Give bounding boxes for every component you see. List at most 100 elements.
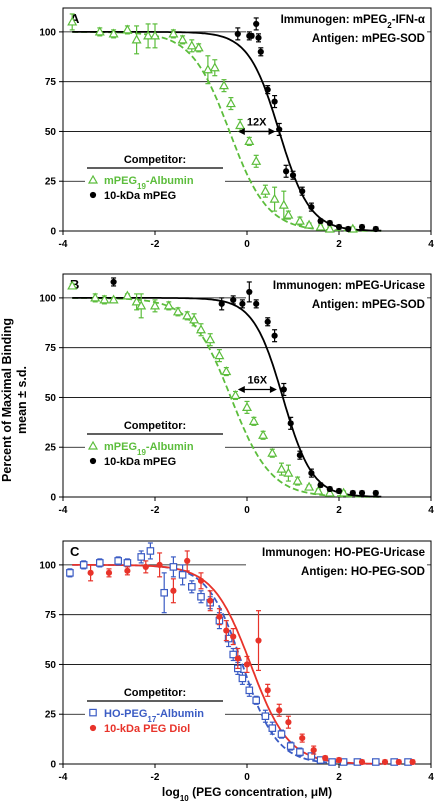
- data-point: [299, 735, 306, 742]
- data-point: [163, 300, 174, 310]
- data-point: [123, 559, 132, 567]
- data-point: [292, 475, 303, 485]
- data-point: [223, 627, 230, 634]
- data-point: [87, 569, 94, 576]
- info-background: [246, 278, 427, 293]
- legend-title: Competitor:: [124, 420, 186, 432]
- legend-label: mPEG19-Albumin: [104, 175, 194, 191]
- data-point: [381, 758, 389, 766]
- data-point: [255, 637, 262, 644]
- y-tick-label: 0: [50, 760, 56, 771]
- x-tick-label: -2: [151, 505, 160, 516]
- data-point: [276, 126, 283, 133]
- info-line: Antigen: mPEG-SOD: [312, 33, 425, 45]
- data-point: [322, 754, 329, 762]
- x-tick-label: -2: [151, 772, 160, 783]
- data-point: [299, 188, 306, 195]
- data-point: [178, 571, 187, 579]
- data-point: [264, 687, 271, 694]
- fold-arrow-head: [237, 385, 245, 393]
- data-point: [108, 28, 119, 38]
- data-point: [235, 120, 246, 130]
- data-point: [193, 42, 204, 52]
- y-tick-label: 100: [39, 293, 56, 304]
- legend-marker: [89, 457, 97, 465]
- panel-a: 0 25 50 75 100 -4 -2 0 2 4 A Immunogen: mPEG2-IFN-α…: [39, 7, 434, 250]
- data-point: [276, 707, 283, 714]
- data-point: [395, 758, 402, 766]
- info-line: Antigen: HO-PEG-SOD: [301, 566, 425, 578]
- data-point: [278, 199, 289, 209]
- data-point: [286, 742, 295, 750]
- y-tick-label: 0: [50, 493, 56, 504]
- data-point: [326, 219, 333, 227]
- data-point: [149, 30, 161, 40]
- legend-background: [85, 153, 225, 207]
- data-point: [324, 223, 335, 233]
- data-point: [177, 34, 188, 44]
- data-point: [131, 34, 142, 44]
- y-axis-label-line1: Percent of Maximal Binding: [0, 318, 14, 482]
- data-point: [326, 485, 333, 493]
- data-point: [137, 553, 146, 561]
- data-point: [230, 390, 241, 400]
- info-background: [246, 564, 427, 579]
- data-point: [245, 686, 254, 695]
- legend-background: [85, 686, 225, 740]
- data-point: [122, 24, 133, 34]
- y-tick-label: 75: [45, 77, 57, 88]
- data-point: [170, 587, 177, 594]
- data-point: [160, 588, 169, 597]
- data-point: [143, 30, 154, 40]
- data-point: [283, 168, 290, 175]
- info-background: [246, 12, 427, 27]
- data-point: [268, 724, 277, 732]
- y-tick-label: 50: [45, 393, 57, 404]
- data-point: [146, 547, 155, 555]
- data-point: [264, 318, 271, 325]
- legend-label: 10-kDa mPEG: [104, 190, 176, 202]
- data-point: [283, 209, 294, 219]
- data-point: [218, 80, 230, 90]
- fold-arrow-head: [237, 127, 245, 135]
- y-tick-label: 25: [45, 177, 57, 188]
- x-tick-label: 4: [428, 772, 434, 783]
- y-tick-label: 100: [39, 27, 56, 38]
- data-point: [253, 20, 260, 28]
- x-tick-label: -4: [59, 772, 68, 783]
- data-point: [358, 758, 366, 766]
- data-point: [169, 563, 178, 571]
- x-tick-label: 0: [244, 239, 250, 250]
- y-tick-label: 100: [39, 560, 56, 571]
- data-point: [271, 98, 278, 105]
- data-point: [261, 712, 270, 721]
- data-point: [349, 489, 356, 497]
- info-line: Immunogen: mPEG2-IFN-α: [281, 14, 425, 30]
- data-point: [317, 481, 324, 489]
- data-point: [313, 485, 324, 495]
- data-point: [345, 225, 352, 233]
- data-point: [241, 401, 253, 412]
- data-point: [95, 559, 104, 567]
- data-point: [142, 563, 149, 570]
- data-point: [280, 386, 287, 393]
- legend-marker: [87, 440, 99, 450]
- data-point: [114, 557, 123, 565]
- fold-arrow-head: [269, 385, 277, 393]
- data-point: [310, 746, 317, 754]
- info-background: [246, 297, 427, 312]
- data-point: [195, 324, 207, 334]
- x-axis-label: log10 (PEG concentration, μM): [162, 785, 332, 803]
- data-point: [244, 135, 255, 146]
- y-tick-label: 0: [50, 227, 56, 238]
- data-point: [317, 217, 324, 225]
- y-tick-label: 50: [45, 660, 57, 671]
- data-point: [186, 40, 197, 50]
- data-point: [66, 569, 74, 577]
- info-line: Antigen: mPEG-SOD: [312, 299, 425, 311]
- data-point: [172, 306, 184, 316]
- data-point: [304, 481, 315, 491]
- data-point: [182, 310, 193, 320]
- data-point: [264, 86, 271, 93]
